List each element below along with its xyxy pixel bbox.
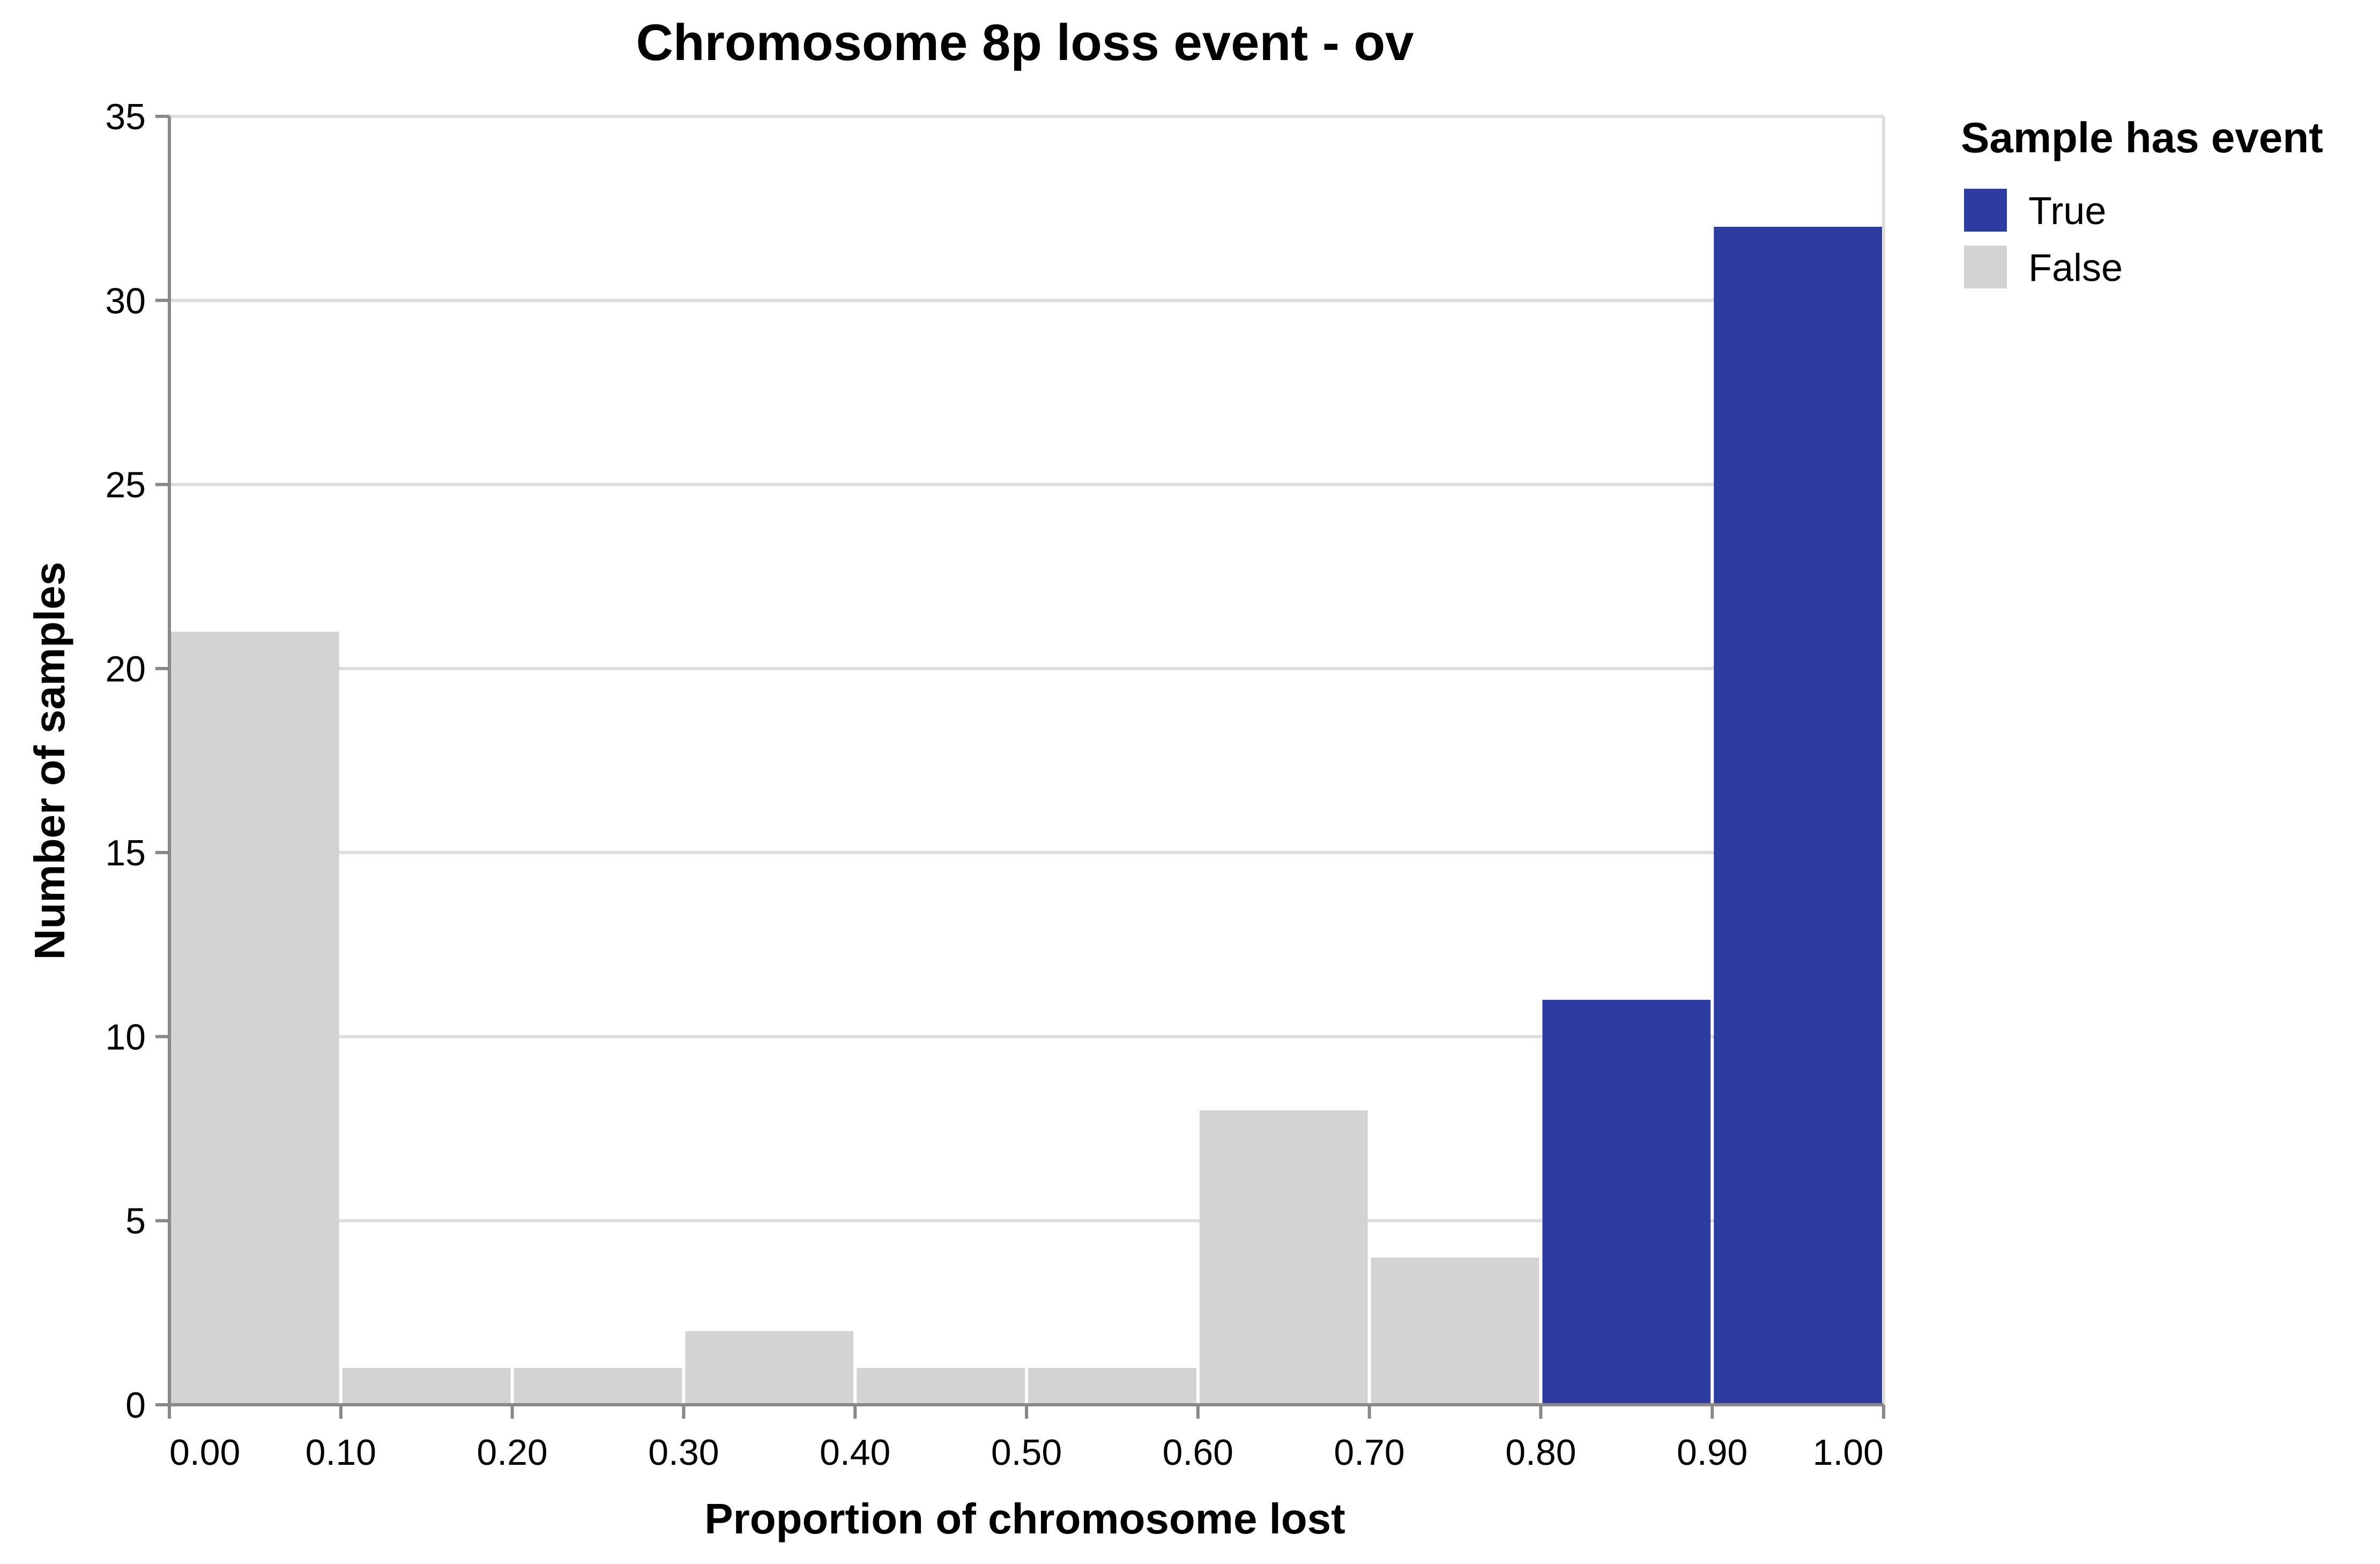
- chart-title: Chromosome 8p loss event - ov: [636, 14, 1414, 71]
- x-tick-label: 0.10: [306, 1432, 376, 1473]
- legend-items: True False: [1964, 189, 2123, 290]
- legend: Sample has event True False: [1961, 114, 2323, 290]
- histogram-bar: [857, 1368, 1025, 1405]
- y-tick-label: 25: [105, 465, 146, 506]
- histogram-bar: [1199, 1110, 1368, 1405]
- y-tick-label: 0: [125, 1385, 146, 1426]
- y-tick-label: 20: [105, 649, 146, 690]
- legend-label-true: True: [2028, 190, 2106, 233]
- y-tick-label: 15: [105, 833, 146, 873]
- x-tick-label: 0.00: [169, 1432, 240, 1473]
- histogram-bar: [1714, 226, 1882, 1405]
- axes: 0 5 10 15 20 25 30 35 0.00 0.10 0.20 0.30 0.40 0.50 0.…: [105, 97, 1885, 1473]
- y-tick-label: 10: [105, 1017, 146, 1057]
- x-tick-label: 0.60: [1163, 1432, 1233, 1473]
- legend-swatch-true: [1964, 189, 2007, 232]
- y-tick-label: 35: [105, 97, 146, 137]
- legend-label-false: False: [2028, 247, 2123, 290]
- histogram-bar: [1371, 1257, 1539, 1405]
- histogram-bar: [1028, 1368, 1196, 1405]
- x-axis-title: Proportion of chromosome lost: [704, 1495, 1345, 1543]
- histogram-bar: [514, 1368, 682, 1405]
- y-tick-label: 5: [125, 1201, 146, 1242]
- legend-title: Sample has event: [1961, 114, 2323, 161]
- x-tick-label: 0.20: [477, 1432, 547, 1473]
- x-tick-label: 0.80: [1505, 1432, 1576, 1473]
- legend-swatch-false: [1964, 246, 2007, 288]
- histogram-bar: [685, 1331, 854, 1405]
- x-tick-label: 0.30: [648, 1432, 719, 1473]
- histogram-bar: [171, 632, 339, 1405]
- bars: [171, 226, 1882, 1405]
- x-tick-label: 0.70: [1334, 1432, 1404, 1473]
- x-tick-label: 0.50: [991, 1432, 1062, 1473]
- histogram-bar: [1542, 999, 1711, 1405]
- histogram-bar: [342, 1368, 511, 1405]
- y-tick-label: 30: [105, 280, 146, 321]
- x-tick-label: 0.40: [820, 1432, 890, 1473]
- gridlines: [169, 115, 1885, 1406]
- x-tick-label: 0.90: [1677, 1432, 1747, 1473]
- x-tick-label: 1.00: [1813, 1432, 1884, 1473]
- y-axis-title: Number of samples: [26, 562, 73, 960]
